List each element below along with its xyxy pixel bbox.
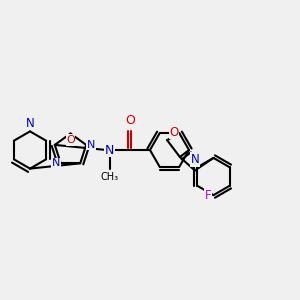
Text: N: N (26, 117, 34, 130)
Text: O: O (66, 135, 75, 145)
Text: F: F (204, 189, 211, 202)
Text: N: N (105, 143, 114, 157)
Text: O: O (126, 115, 135, 128)
Text: CH₃: CH₃ (100, 172, 118, 182)
Text: N: N (87, 140, 95, 150)
Text: N: N (52, 158, 60, 168)
Text: N: N (190, 153, 199, 166)
Text: O: O (169, 126, 179, 139)
